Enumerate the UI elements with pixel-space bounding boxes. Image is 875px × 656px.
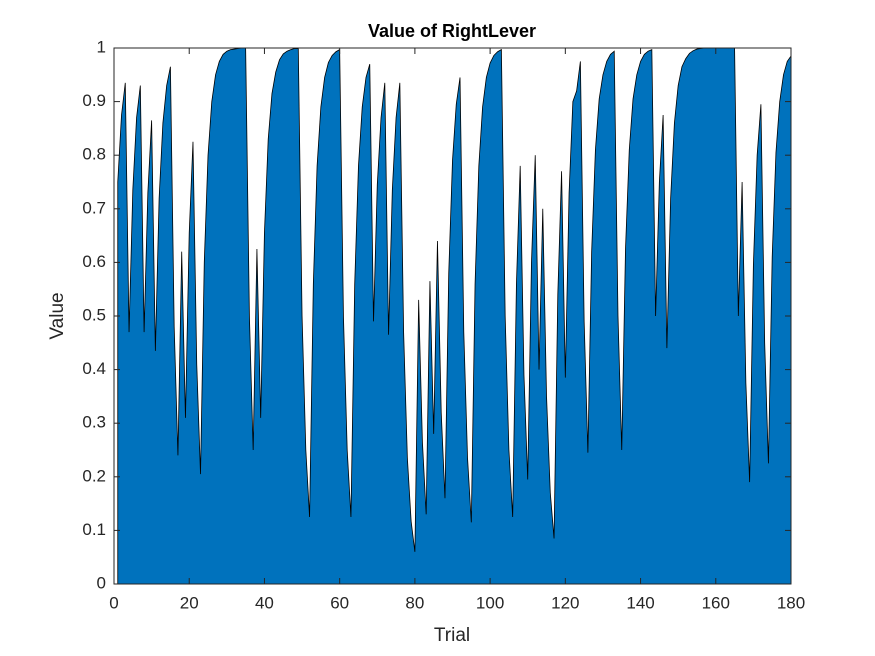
x-tick-label: 60	[330, 593, 349, 612]
y-tick-label: 0.2	[82, 466, 106, 485]
chart-title: Value of RightLever	[368, 21, 536, 41]
x-tick-label: 140	[626, 593, 654, 612]
x-tick-label: 100	[476, 593, 504, 612]
x-tick-label: 40	[255, 593, 274, 612]
x-tick-label: 20	[180, 593, 199, 612]
y-tick-label: 0.8	[82, 145, 106, 164]
x-tick-label: 180	[777, 593, 805, 612]
x-axis-label: Trial	[434, 625, 470, 646]
x-tick-label: 160	[702, 593, 730, 612]
area	[117, 47, 792, 585]
x-tick-label: 120	[551, 593, 579, 612]
y-tick-label: 0	[97, 573, 106, 592]
x-tick-label: 0	[109, 593, 118, 612]
y-tick-label: 1	[97, 37, 106, 56]
y-tick-label: 0.7	[82, 198, 106, 217]
y-tick-label: 0.6	[82, 252, 106, 271]
y-tick-label: 0.5	[82, 305, 106, 324]
y-tick-label: 0.9	[82, 91, 106, 110]
x-tick-label: 80	[405, 593, 424, 612]
y-tick-label: 0.1	[82, 520, 106, 539]
y-tick-label: 0.3	[82, 413, 106, 432]
y-axis-label: Value	[47, 292, 68, 339]
y-tick-label: 0.4	[82, 359, 106, 378]
